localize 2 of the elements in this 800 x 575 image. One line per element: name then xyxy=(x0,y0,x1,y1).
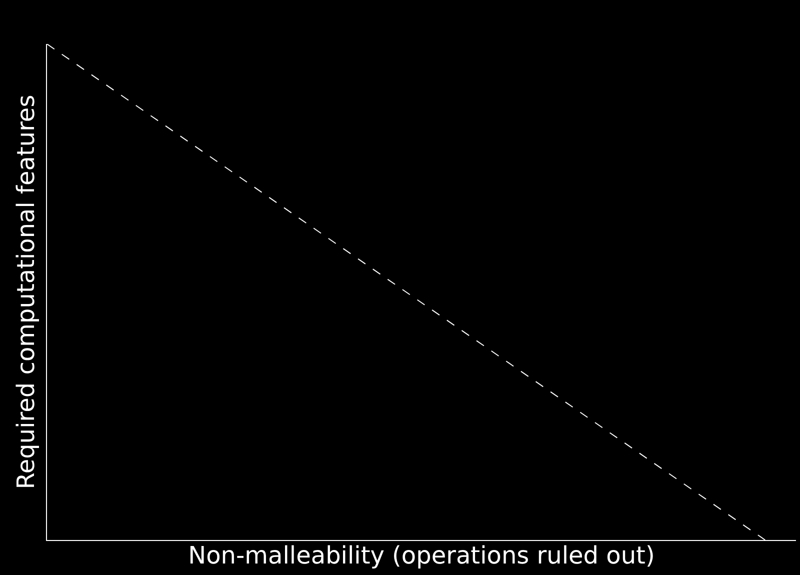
y-axis-title: Required computational features xyxy=(12,94,40,490)
x-axis-title: Non-malleability (operations ruled out) xyxy=(188,542,655,570)
